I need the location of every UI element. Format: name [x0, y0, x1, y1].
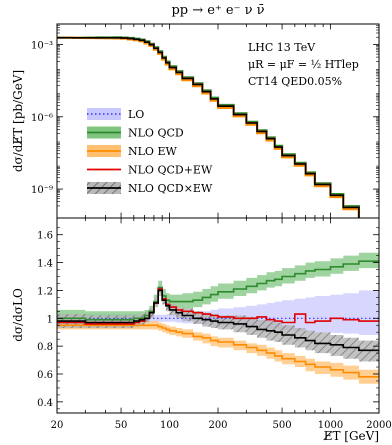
ratio-y-tick-label: 1.2 [37, 286, 53, 297]
legend-label-nlo-ew: NLO EW [128, 145, 177, 158]
y-tick-label: 10⁻⁹ [31, 185, 53, 196]
x-tick-label: 100 [160, 420, 179, 431]
ratio-y-tick-label: 0.4 [37, 398, 53, 409]
ratio-panel-lines [57, 260, 379, 378]
y-tick-label: 10⁻³ [31, 40, 53, 51]
ratio-band-lo [57, 290, 379, 335]
legend-label-nlo-qcd-ew: NLO QCD+EW [128, 164, 213, 177]
x-tick-label: 200 [208, 420, 227, 431]
y-tick-label: 10⁻⁶ [31, 113, 53, 124]
annotation-line2: μR = μF = ½ HTlep [248, 58, 359, 71]
x-axis-label: E̸T [GeV] [322, 429, 379, 443]
annotation-line3: CT14 QED0.05% [248, 75, 342, 88]
ratio-y-axis-label: dσ/dσLO [11, 288, 25, 342]
x-tick-label: 500 [273, 420, 292, 431]
top-y-axis-label: dσ/dE̸T [pb/GeV] [11, 70, 25, 172]
legend-label-lo: LO [128, 108, 144, 121]
legend-label-nlo-qcd-ew: NLO QCD×EW [128, 182, 213, 195]
annotation-line1: LHC 13 TeV [248, 41, 316, 54]
ratio-y-tick-label: 1 [47, 314, 53, 325]
ratio-y-tick-label: 1.6 [37, 231, 53, 242]
top-series-nlo-qcd-ew [57, 36, 360, 218]
ratio-y-tick-label: 1.4 [37, 259, 53, 270]
ratio-series-nlo-qcd-ew [57, 289, 379, 352]
top-panel-lines [57, 36, 360, 218]
x-tick-label: 2000 [366, 420, 391, 431]
axes: 20 50 100 200 500 1000 2000 10⁻³ 10⁻⁶ 10⁻⁹ 0.4 0.6 0… [31, 23, 392, 431]
ratio-series-nlo-qcd [57, 260, 379, 321]
ratio-band-nlo-qcd [57, 252, 379, 326]
ratio-y-tick-label: 0.6 [37, 370, 53, 381]
ratio-series-nlo-ew [57, 324, 379, 378]
ratio-series-nlo-qcd-ew [57, 288, 379, 325]
legend-label-nlo-qcd: NLO QCD [128, 127, 184, 140]
x-tick-label: 1000 [318, 420, 343, 431]
x-tick-label: 20 [51, 420, 64, 431]
chart-title: pp → e⁺ e⁻ ν ν̄ [171, 3, 264, 18]
ratio-y-tick-label: 0.8 [37, 342, 53, 353]
x-tick-label: 50 [115, 420, 128, 431]
legend: LO NLO QCD NLO EW NLO QCD+EW NLO QCD×EW [87, 108, 213, 195]
